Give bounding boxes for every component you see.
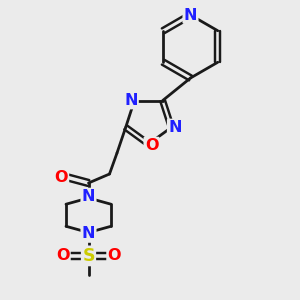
Text: S: S <box>82 247 95 265</box>
Text: N: N <box>168 120 182 135</box>
Text: N: N <box>82 189 95 204</box>
Text: O: O <box>55 169 68 184</box>
Text: N: N <box>124 93 137 108</box>
Text: N: N <box>184 8 197 22</box>
Text: N: N <box>82 226 95 242</box>
Text: O: O <box>56 248 69 263</box>
Text: O: O <box>145 138 158 153</box>
Text: O: O <box>108 248 121 263</box>
